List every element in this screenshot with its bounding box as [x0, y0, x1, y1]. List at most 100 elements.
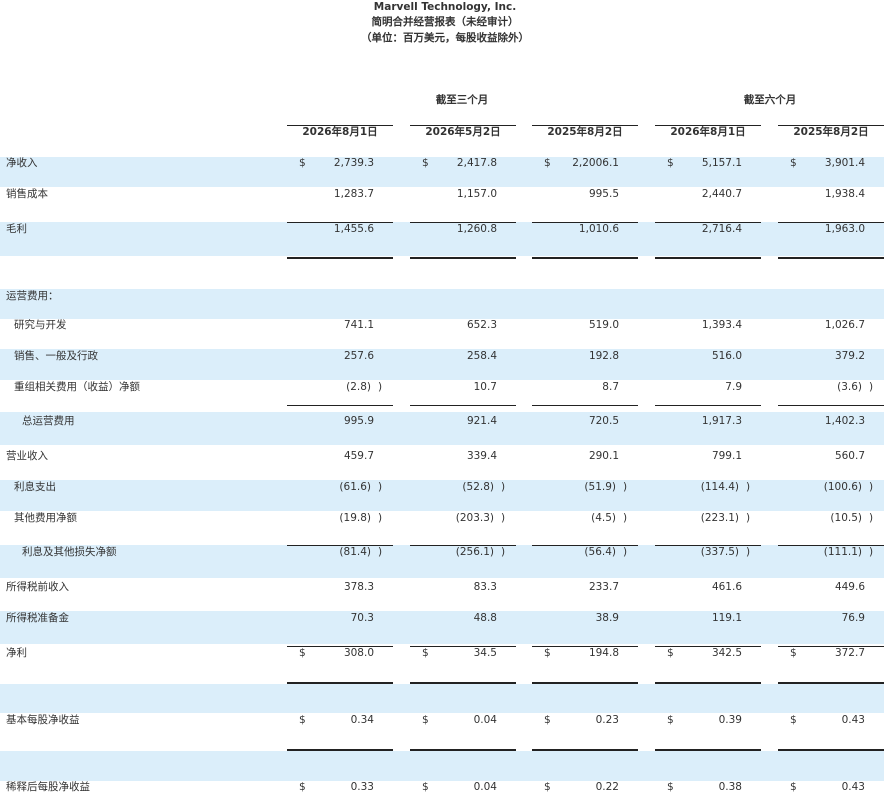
rule [410, 682, 516, 684]
row-band [0, 157, 884, 187]
cell-value: 0.34 [350, 714, 374, 726]
group-header: 截至三个月 [435, 94, 489, 106]
cell-value: 0.23 [595, 714, 619, 726]
cell-value: 3,901.4 [824, 157, 865, 169]
cell-value: (61.6) [339, 481, 371, 493]
rule [778, 682, 884, 684]
report-title: 简明合并经营报表（未经审计） [371, 16, 519, 28]
cell-value: 459.7 [343, 450, 374, 462]
cell-value: 10.7 [473, 381, 497, 393]
cell-trail: ) [623, 546, 628, 558]
cell-trail: ) [869, 481, 874, 493]
cell-trail: ) [501, 546, 506, 558]
row-band [0, 611, 884, 644]
row-label: 运营费用： [6, 290, 59, 302]
currency: $ [790, 157, 797, 169]
cell-value: 921.4 [466, 415, 497, 427]
cell-value: 1,283.7 [333, 188, 374, 200]
row-label: 稀释后每股净收益 [6, 781, 90, 793]
group-header: 截至六个月 [743, 94, 797, 106]
rule [655, 749, 761, 751]
cell-value: 0.33 [350, 781, 374, 793]
rule [778, 257, 884, 259]
cell-value: 741.1 [343, 319, 374, 331]
rule [778, 405, 884, 406]
row-label: 利息支出 [14, 481, 56, 493]
rule [532, 405, 638, 406]
cell-value: 192.8 [588, 350, 619, 362]
cell-value: (111.1) [823, 546, 862, 558]
cell-value: 5,157.1 [701, 157, 742, 169]
cell-trail: ) [378, 546, 383, 558]
column-header: 2025年8月2日 [793, 126, 869, 138]
cell-value: 2,739.3 [333, 157, 374, 169]
cell-value: 119.1 [711, 612, 742, 624]
cell-value: 194.8 [588, 647, 619, 659]
cell-value: 1,026.7 [824, 319, 865, 331]
rule [655, 257, 761, 259]
cell-trail: ) [501, 512, 506, 524]
cell-value: 0.04 [473, 714, 497, 726]
cell-value: 1,393.4 [701, 319, 742, 331]
cell-trail: ) [623, 481, 628, 493]
rule [655, 222, 761, 223]
currency: $ [544, 714, 551, 726]
cell-value: 0.43 [841, 714, 865, 726]
currency: $ [299, 157, 306, 169]
row-band [0, 412, 884, 445]
cell-value: 7.9 [725, 381, 742, 393]
cell-value: 1,402.3 [824, 415, 865, 427]
row-label: 重组相关费用（收益）净额 [14, 381, 140, 393]
cell-trail: ) [378, 381, 383, 393]
cell-value: 1,917.3 [701, 415, 742, 427]
rule [655, 646, 761, 647]
column-header: 2026年5月2日 [425, 126, 501, 138]
cell-value: (81.4) [339, 546, 371, 558]
column-header: 2026年8月1日 [302, 126, 378, 138]
cell-value: 1,963.0 [824, 223, 865, 235]
cell-value: 339.4 [466, 450, 497, 462]
rule [410, 125, 516, 126]
cell-value: (3.6) [837, 381, 862, 393]
rule [532, 682, 638, 684]
cell-value: 48.8 [473, 612, 497, 624]
cell-value: (52.8) [462, 481, 494, 493]
cell-trail: ) [869, 546, 874, 558]
cell-value: 257.6 [343, 350, 374, 362]
rule [655, 405, 761, 406]
cell-value: (100.6) [823, 481, 862, 493]
unit-note: （单位：百万美元，每股收益除外） [361, 32, 529, 44]
cell-value: 290.1 [588, 450, 619, 462]
currency: $ [790, 714, 797, 726]
cell-value: 76.9 [841, 612, 865, 624]
cell-value: 34.5 [473, 647, 497, 659]
rule [532, 222, 638, 223]
rule [778, 222, 884, 223]
cell-value: 2,2006.1 [572, 157, 619, 169]
cell-value: 799.1 [711, 450, 742, 462]
cell-value: 0.38 [718, 781, 742, 793]
currency: $ [667, 647, 674, 659]
rule [778, 545, 884, 546]
cell-value: 1,938.4 [824, 188, 865, 200]
rule [287, 646, 393, 647]
cell-value: 560.7 [834, 450, 865, 462]
row-label: 总运营费用 [22, 415, 75, 427]
currency: $ [422, 647, 429, 659]
currency: $ [667, 781, 674, 793]
row-band [0, 684, 884, 713]
cell-value: (223.1) [700, 512, 739, 524]
row-band [0, 545, 884, 578]
cell-value: (337.5) [700, 546, 739, 558]
cell-value: (203.3) [455, 512, 494, 524]
rule [410, 545, 516, 546]
row-label: 所得税准备金 [6, 612, 69, 624]
currency: $ [422, 781, 429, 793]
cell-value: 449.6 [834, 581, 865, 593]
row-label: 销售、一般及行政 [14, 350, 98, 362]
rule [655, 545, 761, 546]
cell-value: 995.9 [343, 415, 374, 427]
currency: $ [299, 781, 306, 793]
row-label: 其他费用净额 [14, 512, 77, 524]
cell-value: 1,010.6 [578, 223, 619, 235]
